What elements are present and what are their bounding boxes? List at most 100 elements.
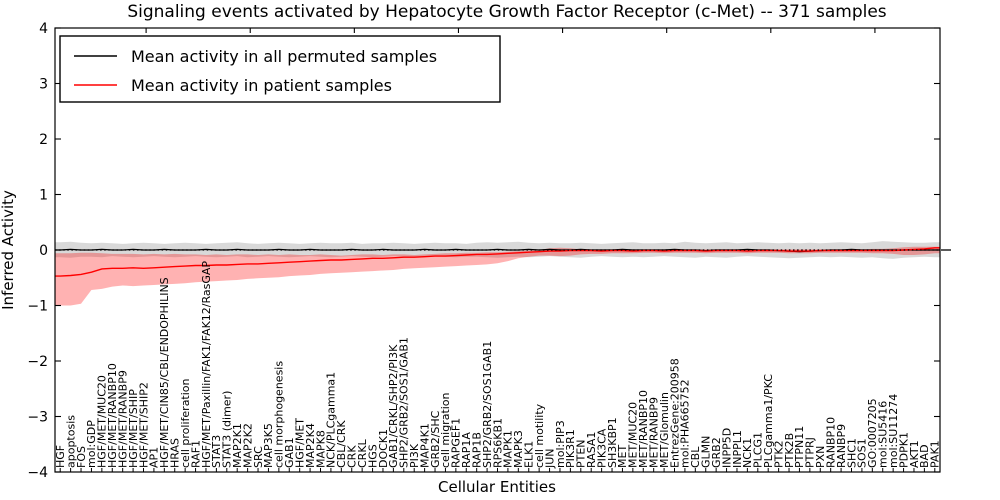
chart-title: Signaling events activated by Hepatocyte… xyxy=(127,2,886,22)
legend-label-patient-samples: Mean activity in patient samples xyxy=(131,76,392,95)
x-axis-label: Cellular Entities xyxy=(438,478,556,496)
category-label: PDPK1 xyxy=(897,432,910,468)
category-label: PXN xyxy=(814,446,827,468)
category-label: GLMN xyxy=(700,436,713,468)
category-label: PTPRJ xyxy=(804,437,817,468)
category-label: RAP1B xyxy=(471,432,484,468)
category-label: MET/Glomulin xyxy=(658,392,671,468)
category-label: SH3KBP1 xyxy=(606,417,619,468)
category-label: HGF xyxy=(54,445,67,468)
y-tick-label: 2 xyxy=(39,132,48,148)
category-label: MAP4K1 xyxy=(418,423,431,468)
category-label: PI3K xyxy=(408,443,421,468)
category-label: RPS6KB1 xyxy=(491,418,504,468)
y-tick-label: 1 xyxy=(39,188,48,204)
category-label: HRAS xyxy=(169,438,182,468)
category-label: DOCK1 xyxy=(377,429,390,468)
category-label: NCK/PLCgamma1 xyxy=(325,372,338,468)
category-label: MET/RANBP9 xyxy=(648,397,661,468)
plot-area: −4−3−2−101234HGFapoptosisFOSmol:GDPHGF/M… xyxy=(27,21,951,481)
category-label: RANBP10 xyxy=(825,417,838,468)
category-label: SHC1 xyxy=(845,438,858,468)
category-label: SHP2/GRB2/SOS1GAB1 xyxy=(481,341,494,468)
category-label: HGF/MET xyxy=(294,418,307,468)
category-label: HGF/MET/SHIP xyxy=(127,389,140,468)
category-label: mol:PIP3 xyxy=(554,420,567,468)
category-label: MAPK8 xyxy=(314,430,327,468)
y-tick-label: −4 xyxy=(27,465,48,481)
category-label: FOS xyxy=(75,446,88,468)
category-label: SHP2/GRB2/SOS1/GAB1 xyxy=(398,337,411,468)
y-tick-label: 4 xyxy=(39,21,48,37)
category-label: MAPK3 xyxy=(512,430,525,468)
category-label: MET/RANBP10 xyxy=(637,390,650,468)
y-tick-label: −3 xyxy=(27,410,48,426)
category-label: MAPK1 xyxy=(502,430,515,468)
category-label: HGF/MET/CIN85/CBL/ENDOPHILINS xyxy=(158,277,171,468)
y-tick-label: 0 xyxy=(39,243,48,259)
category-label: cell proliferation xyxy=(179,378,192,468)
category-label: NCK1 xyxy=(741,438,754,468)
category-label: HGS xyxy=(366,444,379,468)
category-label: HGF/MET/SHIP2 xyxy=(137,382,150,468)
category-label: cell migration xyxy=(439,392,452,468)
category-label: AP1 xyxy=(148,447,161,468)
category-label: mol:SU5416 xyxy=(877,401,890,468)
category-label: apoptosis xyxy=(64,415,77,468)
category-label: CBL xyxy=(689,446,702,468)
category-label: cell motility xyxy=(533,403,546,468)
category-label: mol:GDP xyxy=(85,420,98,468)
category-label: RANBP9 xyxy=(835,424,848,468)
y-axis-label: Inferred Activity xyxy=(0,190,17,310)
category-label: MET/MUC20 xyxy=(627,402,640,468)
category-label: MAP3K5 xyxy=(262,423,275,468)
category-label: mol:PHA665752 xyxy=(679,379,692,468)
plot-border xyxy=(54,27,941,473)
y-tick-label: −2 xyxy=(27,354,48,370)
category-label: PIK3R1 xyxy=(564,429,577,468)
category-label: GO:0007205 xyxy=(866,398,879,468)
category-label: RAPGEF1 xyxy=(450,418,463,468)
patient-mean-line xyxy=(55,247,940,277)
category-label: BAD xyxy=(918,444,931,468)
category-label: MAP2K4 xyxy=(304,423,317,468)
category-label: PTEN xyxy=(575,439,588,468)
category-label: ELK1 xyxy=(523,441,536,468)
category-label: GRB2 xyxy=(710,437,723,468)
patient-band xyxy=(55,246,940,306)
category-label: cell morphogenesis xyxy=(273,361,286,468)
category-label: RAP1A xyxy=(460,432,473,468)
category-label: GAB1 xyxy=(283,437,296,468)
category-label: PLCG1 xyxy=(752,432,765,468)
category-label: PTK2 xyxy=(772,440,785,468)
category-label: MAP2K1 xyxy=(231,423,244,468)
category-label: EntrezGene:200958 xyxy=(668,358,681,468)
category-label: STAT3 xyxy=(210,435,223,468)
category-label: HGF/MET/RANBP10 xyxy=(106,363,119,468)
category-label: HGF/MET/RANBP9 xyxy=(117,370,130,468)
legend-label-permuted-samples: Mean activity in all permuted samples xyxy=(131,47,437,66)
y-tick-label: 3 xyxy=(39,77,48,93)
category-label: SRC xyxy=(252,446,265,468)
category-label: mol:SU11274 xyxy=(887,394,900,468)
category-label: RASA1 xyxy=(585,432,598,468)
category-label: PTK2B xyxy=(783,433,796,468)
category-label: CBL/CRK xyxy=(335,420,348,468)
category-label: JUN xyxy=(543,448,556,469)
category-label: CRK xyxy=(346,445,359,468)
category-label: HGF/MET/MUC20 xyxy=(96,375,109,468)
category-label: INPPL1 xyxy=(731,430,744,468)
category-label: CRKL xyxy=(356,438,369,468)
category-label: SOS1 xyxy=(856,438,869,468)
category-label: PTPN11 xyxy=(793,426,806,468)
category-label: STAT3 (dimer) xyxy=(221,391,234,468)
category-label: PIK3CA xyxy=(595,428,608,468)
legend-box xyxy=(59,35,501,103)
category-label: INPP5D xyxy=(720,428,733,468)
category-label: MAP2K2 xyxy=(241,423,254,468)
category-label: HGF/MET/Paxillin/FAK1/FAK12/RasGAP xyxy=(200,261,213,468)
category-label: GRB2/SHC xyxy=(429,410,442,468)
y-tick-label: −1 xyxy=(27,299,48,315)
